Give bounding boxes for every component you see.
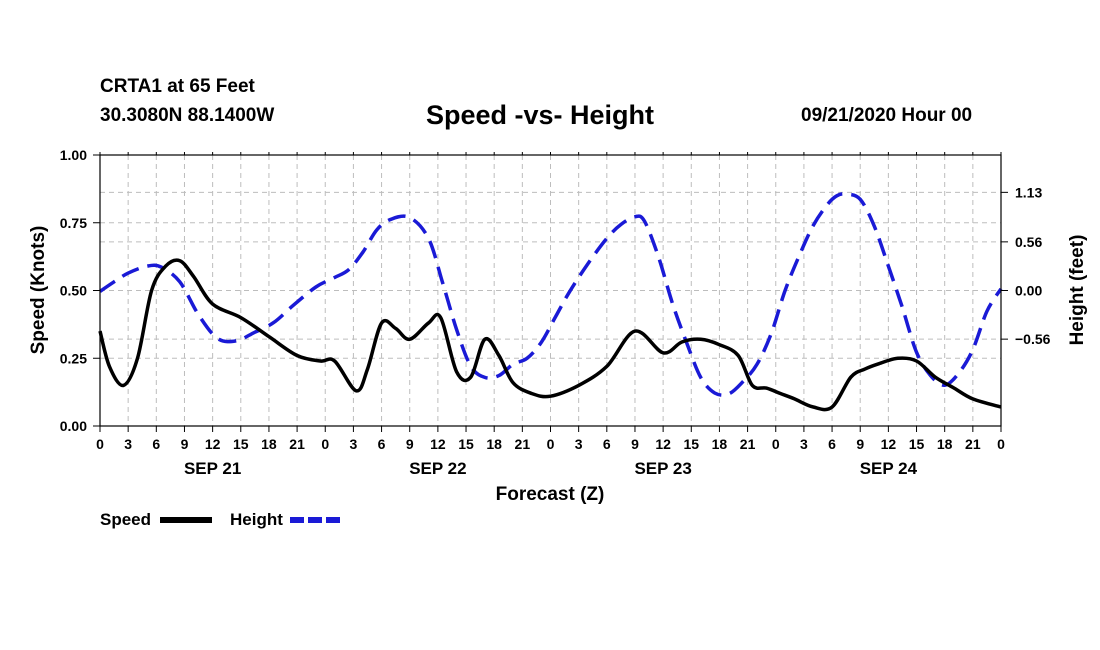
x-tick-label: 12 [881, 436, 897, 452]
x-tick-label: 15 [909, 436, 925, 452]
x-tick-label: 9 [406, 436, 414, 452]
x-tick-label: 0 [96, 436, 104, 452]
x-tick-label: 18 [486, 436, 502, 452]
y-axis-label: Speed (Knots) [28, 226, 49, 355]
x-tick-label: 6 [828, 436, 836, 452]
legend-speed-label: Speed [100, 510, 151, 529]
y-tick-label: 0.25 [60, 350, 87, 366]
y2-tick-label: 0.00 [1015, 283, 1042, 299]
tick-layer: 0 3 6 9 12 15 18 21 0 3 6 9 12 15 18 21 0 3 6 9 12 15 18 21 0 3 6 9… [60, 147, 1051, 478]
x-tick-label: 21 [289, 436, 305, 452]
x-tick-label: 6 [152, 436, 160, 452]
x-axis-label: Forecast (Z) [496, 484, 605, 505]
x-tick-label: 18 [937, 436, 953, 452]
x-tick-label: 0 [772, 436, 780, 452]
y-tick-label: 0.50 [60, 283, 87, 299]
x-tick-label: 12 [430, 436, 446, 452]
day-label: SEP 24 [860, 459, 918, 478]
x-tick-label: 9 [856, 436, 864, 452]
x-tick-label: 9 [631, 436, 639, 452]
y-tick-label: 0.00 [60, 418, 87, 434]
chart-title: Speed -vs- Height [426, 100, 655, 130]
x-tick-label: 3 [800, 436, 808, 452]
forecast-datetime: 09/21/2020 Hour 00 [801, 105, 973, 126]
y2-tick-label: 0.56 [1015, 234, 1042, 250]
x-tick-label: 6 [603, 436, 611, 452]
x-tick-label: 6 [378, 436, 386, 452]
x-tick-label: 21 [740, 436, 756, 452]
x-tick-label: 0 [997, 436, 1005, 452]
x-tick-label: 3 [124, 436, 132, 452]
legend: Speed Height [100, 510, 342, 529]
y-tick-label: 0.75 [60, 215, 87, 231]
x-tick-label: 0 [547, 436, 555, 452]
x-tick-label: 15 [683, 436, 699, 452]
y2-tick-label: −0.56 [1015, 331, 1051, 347]
x-tick-label: 12 [655, 436, 671, 452]
x-tick-label: 0 [321, 436, 329, 452]
x-tick-label: 21 [515, 436, 531, 452]
y2-tick-label: 1.13 [1015, 184, 1042, 200]
height-series-line [99, 192, 1003, 397]
day-label: SEP 21 [184, 459, 241, 478]
series-layer [98, 192, 1003, 412]
x-tick-label: 12 [205, 436, 221, 452]
x-tick-label: 15 [458, 436, 474, 452]
station-label: CRTA1 at 65 Feet [100, 76, 255, 97]
coordinates-label: 30.3080N 88.1400W [100, 105, 275, 126]
day-label: SEP 23 [634, 459, 691, 478]
y2-axis-label: Height (feet) [1067, 235, 1088, 346]
x-tick-label: 18 [261, 436, 277, 452]
speed-series-line [98, 258, 1002, 412]
grid-layer [100, 155, 1001, 426]
x-tick-label: 9 [181, 436, 189, 452]
x-tick-label: 3 [575, 436, 583, 452]
legend-height-label: Height [230, 510, 283, 529]
y-tick-label: 1.00 [60, 147, 87, 163]
x-tick-label: 3 [350, 436, 358, 452]
x-tick-label: 15 [233, 436, 249, 452]
x-tick-label: 21 [965, 436, 981, 452]
day-label: SEP 22 [409, 459, 466, 478]
x-tick-label: 18 [712, 436, 728, 452]
